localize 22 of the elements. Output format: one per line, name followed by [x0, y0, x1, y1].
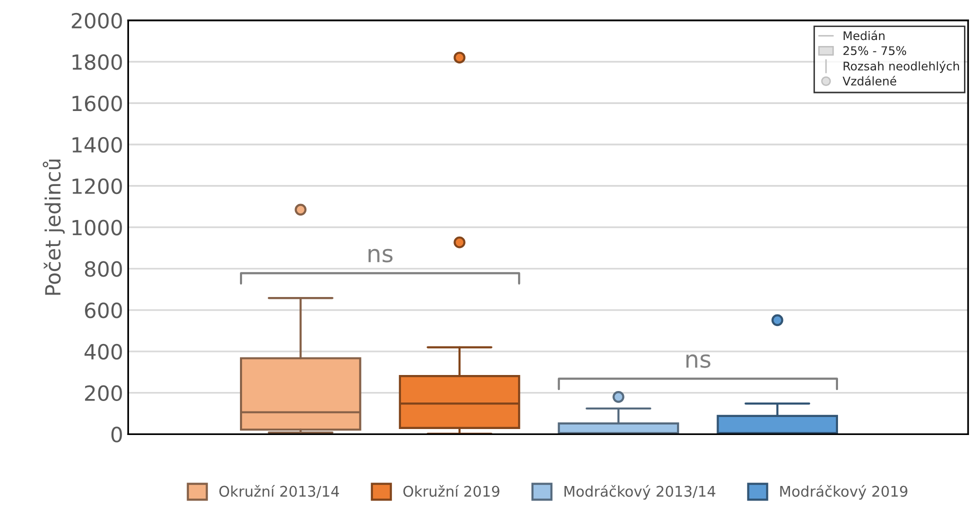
y-tick-label: 200 [85, 385, 122, 402]
annotation: Medián [844, 30, 884, 40]
y-tick-label: 2000 [72, 12, 122, 29]
annotation: ns [368, 248, 393, 262]
annotation: Rozsah neodlehlých [844, 60, 959, 73]
y-tick-label: 0 [111, 426, 122, 442]
legend-label: Modráčkový 2019 [780, 484, 908, 500]
legend-label: Okružní 2013/14 [219, 484, 339, 498]
y-axis-title: Počet jedinců [42, 160, 65, 295]
y-tick-label: 1000 [72, 220, 122, 236]
y-tick-label: 400 [84, 344, 122, 360]
y-tick-label: 800 [84, 261, 122, 277]
annotation: 25% - 75% [843, 46, 906, 56]
y-tick-label: 600 [85, 302, 122, 318]
y-tick-label: 1600 [72, 96, 122, 112]
annotation: ns [686, 354, 710, 368]
legend-label: Okružní 2019 [403, 484, 500, 497]
legend-label: Modráčkový 2013/14 [564, 484, 716, 500]
y-tick-label: 1800 [72, 54, 122, 70]
annotation: Vzdálené [842, 76, 896, 86]
y-tick-label: 1400 [72, 136, 122, 153]
y-tick-label: 1200 [72, 178, 122, 194]
